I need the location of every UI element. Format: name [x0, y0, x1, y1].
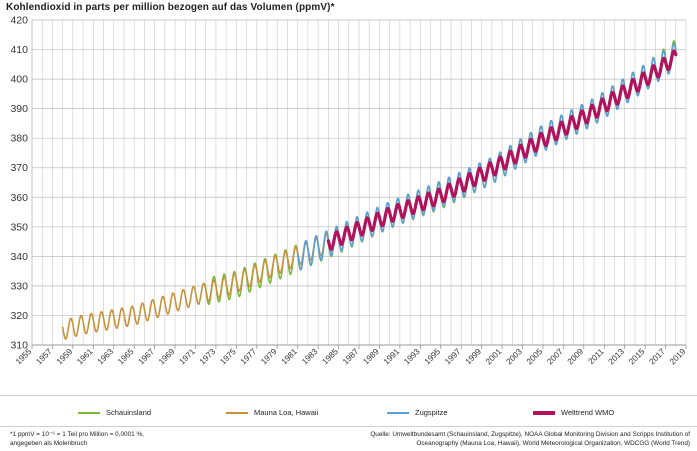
- series-line-mauna-loa-hawaii: [61, 229, 340, 340]
- legend-item-schauinsland: Schauinsland: [78, 408, 151, 417]
- x-tick-label-2019: 2019: [667, 346, 687, 366]
- legend-label-zugspitze: Zugspitze: [415, 408, 448, 417]
- x-tick-label-2003: 2003: [504, 346, 524, 366]
- x-tick-label-1997: 1997: [442, 346, 462, 366]
- x-tick-label-2009: 2009: [565, 346, 585, 366]
- x-tick-label-1971: 1971: [177, 346, 197, 366]
- x-tick-label-1983: 1983: [299, 346, 319, 366]
- x-tick-label-1959: 1959: [54, 346, 74, 366]
- legend-swatch-welttrend: [533, 410, 555, 415]
- x-tick-label-1967: 1967: [136, 346, 156, 366]
- x-tick-labels: 1955 1957 1959 1961 1963 1965 1967 1969 1971 1973…: [13, 346, 687, 366]
- y-tick-label-320: 320: [10, 310, 28, 322]
- x-tick-label-2005: 2005: [524, 346, 544, 366]
- grid: [31, 19, 687, 346]
- x-tick-label-2011: 2011: [586, 346, 606, 366]
- x-tick-label-1995: 1995: [422, 346, 442, 366]
- x-tick-label-1993: 1993: [402, 346, 422, 366]
- x-tick-label-1985: 1985: [320, 346, 340, 366]
- y-tick-label-370: 370: [10, 162, 28, 174]
- x-tick-label-1965: 1965: [115, 346, 135, 366]
- x-tick-label-2007: 2007: [545, 346, 565, 366]
- x-tick-label-2013: 2013: [606, 346, 626, 366]
- y-tick-label-410: 410: [10, 44, 28, 56]
- y-tick-label-310: 310: [10, 340, 28, 352]
- legend-item-welttrend: Welttrend WMO: [533, 408, 614, 417]
- legend-swatch-schauinsland: [78, 411, 100, 414]
- source-line-1: Quelle: Umweltbundesamt (Schauinsland, Z…: [370, 431, 690, 438]
- legend-item-mauna-loa: Mauna Loa, Hawaii: [226, 408, 318, 417]
- legend-label-welttrend: Welttrend WMO: [561, 408, 615, 417]
- footnote-line-1: *1 ppmV = 10⁻⁶ = 1 Teil pro Million = 0,…: [10, 431, 144, 438]
- y-tick-label-390: 390: [10, 103, 28, 115]
- x-tick-label-1977: 1977: [238, 346, 258, 366]
- y-tick-label-420: 420: [10, 15, 28, 27]
- x-tick-label-2015: 2015: [626, 346, 646, 366]
- chart-title: Kohlendioxid in parts per million bezoge…: [6, 2, 335, 13]
- x-tick-label-1969: 1969: [156, 346, 176, 366]
- footnote-line-2: angegeben als Molenbruch: [10, 439, 88, 447]
- legend-label-schauinsland: Schauinsland: [106, 408, 152, 417]
- x-tick-label-1961: 1961: [75, 346, 95, 366]
- x-tick-label-2017: 2017: [647, 346, 667, 366]
- x-tick-label-1963: 1963: [95, 346, 115, 366]
- y-tick-label-360: 360: [10, 192, 28, 204]
- legend-label-mauna-loa: Mauna Loa, Hawaii: [254, 408, 319, 417]
- source-line-2: Oceanography (Mauna Loa, Hawaii), World …: [416, 439, 690, 447]
- y-tick-label-400: 400: [10, 74, 28, 86]
- x-tick-label-1979: 1979: [259, 346, 279, 366]
- axes: [31, 20, 687, 349]
- series-line-welttrend-wmo: [326, 49, 678, 251]
- x-tick-label-1999: 1999: [463, 346, 483, 366]
- x-tick-label-1987: 1987: [340, 346, 360, 366]
- x-tick-label-1989: 1989: [361, 346, 381, 366]
- co2-chart: 310 320 330 340 350 360 370 380 390 400 410 420 195…: [10, 15, 687, 367]
- y-tick-label-340: 340: [10, 251, 28, 263]
- y-tick-label-330: 330: [10, 280, 28, 292]
- x-tick-label-1981: 1981: [279, 346, 299, 366]
- x-tick-label-2001: 2001: [483, 346, 503, 366]
- y-tick-label-380: 380: [10, 133, 28, 145]
- legend-swatch-zugspitze: [387, 411, 409, 414]
- series-layer: [61, 40, 678, 340]
- x-tick-label-1991: 1991: [381, 346, 401, 366]
- y-tick-label-350: 350: [10, 221, 28, 233]
- legend: Schauinsland Mauna Loa, Hawaii Zugspitze…: [0, 395, 697, 427]
- source-note: Quelle: Umweltbundesamt (Schauinsland, Z…: [310, 431, 690, 448]
- x-tick-label-1957: 1957: [34, 346, 54, 366]
- legend-item-zugspitze: Zugspitze: [387, 408, 448, 417]
- x-tick-label-1973: 1973: [197, 346, 217, 366]
- y-tick-labels: 310 320 330 340 350 360 370 380 390 400 410 420: [10, 15, 28, 352]
- x-tick-label-1975: 1975: [218, 346, 238, 366]
- legend-swatch-mauna-loa: [226, 411, 248, 414]
- footnote: *1 ppmV = 10⁻⁶ = 1 Teil pro Million = 0,…: [10, 431, 220, 448]
